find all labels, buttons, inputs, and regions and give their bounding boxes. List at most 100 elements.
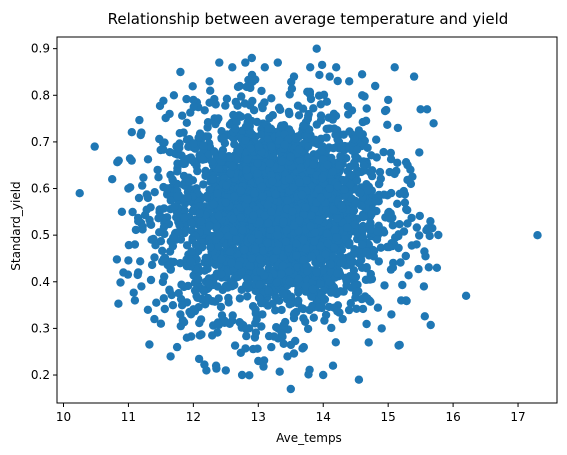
data-point — [336, 287, 345, 296]
data-point — [333, 181, 342, 191]
data-point — [312, 268, 321, 277]
data-point — [230, 140, 239, 149]
data-point — [127, 156, 136, 165]
data-point — [345, 239, 354, 248]
data-point — [176, 259, 185, 268]
data-point — [326, 260, 335, 269]
data-point — [271, 190, 280, 199]
data-point — [188, 82, 197, 91]
data-point — [176, 67, 185, 77]
data-point — [316, 279, 325, 289]
data-point — [330, 225, 340, 234]
data-point — [322, 124, 331, 134]
data-point — [426, 320, 435, 330]
data-point — [237, 92, 246, 101]
data-point — [114, 156, 123, 165]
data-point — [250, 189, 259, 198]
data-point — [375, 167, 385, 177]
data-point — [345, 77, 354, 86]
data-point — [221, 366, 230, 375]
data-point — [345, 127, 354, 136]
data-point — [371, 197, 381, 206]
data-point — [267, 342, 276, 352]
data-point — [166, 196, 175, 205]
data-point — [339, 176, 349, 185]
data-point — [177, 280, 186, 289]
data-point — [173, 167, 182, 176]
data-point — [414, 264, 423, 274]
data-point — [393, 158, 402, 167]
data-point — [328, 252, 337, 261]
data-point — [211, 361, 221, 370]
data-point — [281, 237, 291, 246]
data-point — [260, 63, 269, 72]
data-point — [422, 105, 432, 114]
data-point — [461, 291, 471, 300]
data-point — [403, 219, 412, 228]
data-point — [377, 324, 386, 333]
data-point — [336, 152, 345, 161]
data-point — [206, 86, 215, 95]
data-point — [240, 99, 250, 108]
data-point — [284, 107, 294, 117]
data-point — [363, 185, 373, 195]
data-point — [312, 44, 321, 53]
y-tick-label: 0.8 — [31, 88, 50, 102]
data-point — [154, 173, 163, 182]
data-point — [169, 233, 178, 242]
data-point — [379, 147, 388, 157]
data-point — [380, 281, 389, 290]
data-point — [344, 305, 354, 315]
data-point — [228, 63, 237, 72]
data-point — [221, 198, 230, 207]
data-point — [359, 213, 368, 222]
data-point — [304, 111, 313, 121]
data-point — [248, 96, 257, 106]
data-point — [168, 301, 178, 310]
data-point — [309, 313, 318, 322]
data-point — [134, 217, 143, 226]
data-point — [420, 312, 429, 321]
data-point — [272, 246, 282, 255]
data-point — [245, 261, 255, 270]
data-point — [240, 245, 249, 255]
data-point — [232, 235, 241, 244]
data-point — [258, 103, 267, 113]
data-point — [376, 243, 386, 252]
data-point — [354, 375, 364, 384]
data-point — [222, 94, 232, 104]
data-point — [195, 129, 205, 138]
data-point — [137, 128, 146, 137]
data-point — [243, 155, 252, 164]
data-point — [201, 211, 210, 220]
data-point — [269, 152, 278, 162]
data-point — [275, 367, 284, 376]
data-point — [319, 90, 329, 100]
data-point — [200, 266, 209, 275]
y-tick-label: 0.7 — [31, 135, 50, 149]
data-point — [283, 196, 292, 206]
data-point — [391, 233, 400, 242]
data-point — [393, 123, 403, 133]
data-point — [194, 275, 203, 284]
data-point — [317, 60, 327, 70]
data-point — [263, 200, 273, 210]
data-point — [224, 298, 233, 307]
data-point — [231, 124, 240, 134]
data-point — [351, 272, 361, 282]
data-point — [298, 235, 308, 245]
data-point — [128, 207, 137, 217]
data-point — [186, 257, 196, 267]
data-point — [363, 294, 372, 303]
data-point — [390, 63, 399, 72]
data-point — [216, 302, 226, 312]
data-point — [172, 342, 182, 352]
data-point — [255, 254, 265, 264]
data-point — [396, 258, 405, 267]
data-point — [161, 113, 170, 123]
data-point — [219, 134, 228, 143]
y-axis-label: Standard_yield — [9, 181, 23, 270]
data-point — [166, 264, 175, 273]
data-point — [188, 207, 197, 216]
